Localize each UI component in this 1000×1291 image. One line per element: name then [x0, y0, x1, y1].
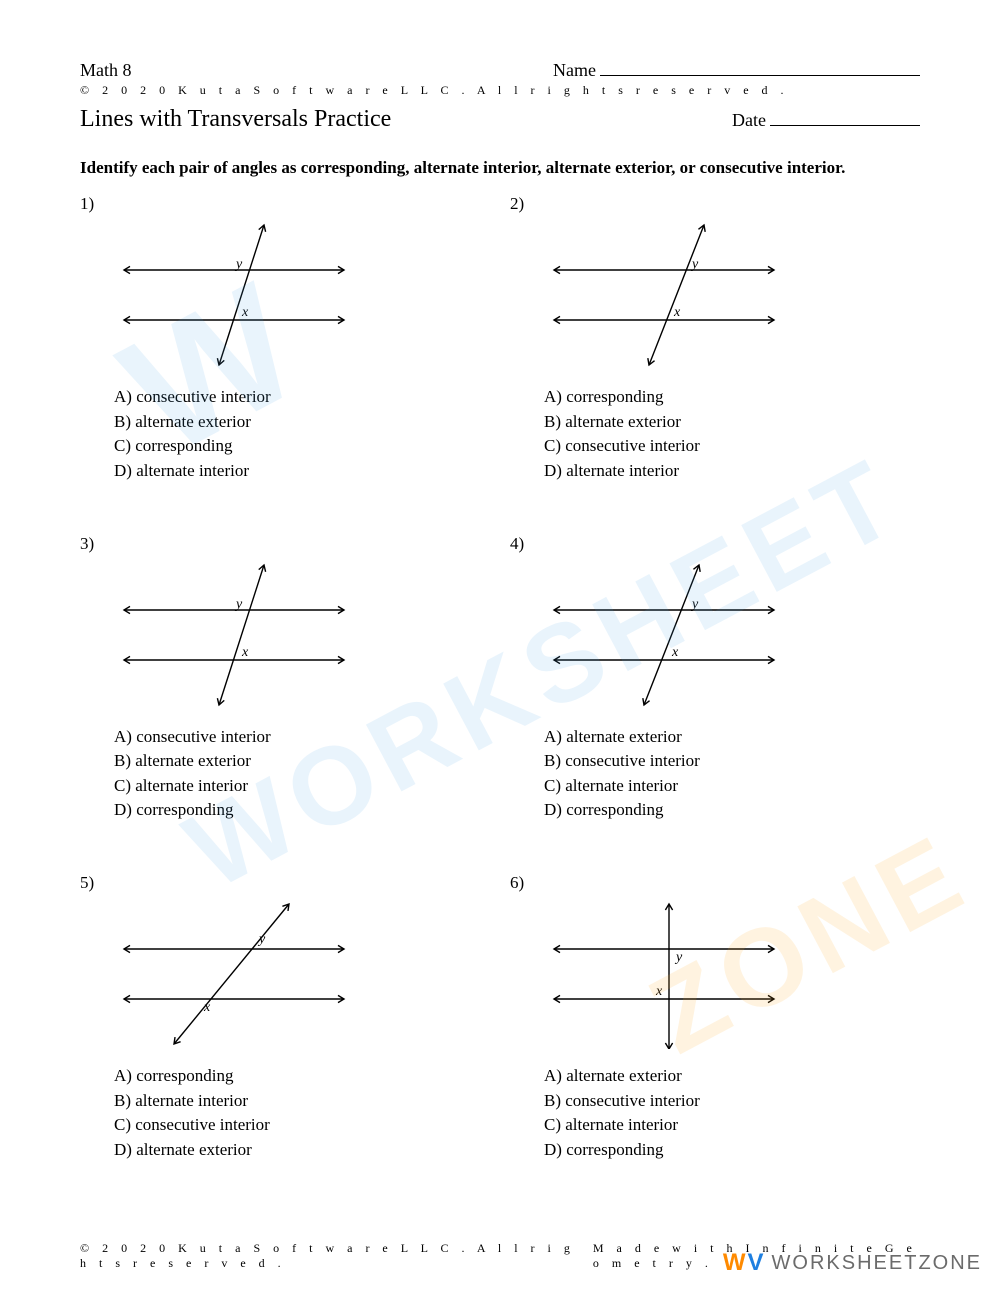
- answer-option[interactable]: A) corresponding: [114, 1064, 490, 1089]
- answer-option[interactable]: A) corresponding: [544, 385, 920, 410]
- angle-diagram: yx: [114, 560, 490, 715]
- problem: 1)yxA) consecutive interiorB) alternate …: [80, 194, 490, 484]
- svg-text:y: y: [690, 257, 699, 272]
- answer-option[interactable]: D) alternate interior: [114, 459, 490, 484]
- answer-options: A) alternate exteriorB) consecutive inte…: [544, 725, 920, 824]
- svg-text:y: y: [674, 950, 683, 965]
- svg-text:x: x: [241, 305, 249, 320]
- angle-diagram: yx: [544, 560, 920, 715]
- svg-text:y: y: [234, 257, 243, 272]
- answer-options: A) correspondingB) alternate interiorC) …: [114, 1064, 490, 1163]
- svg-text:y: y: [257, 932, 266, 947]
- brand-logo-icon: WV: [723, 1249, 766, 1277]
- answer-option[interactable]: C) consecutive interior: [544, 434, 920, 459]
- answer-option[interactable]: C) alternate interior: [544, 1113, 920, 1138]
- angle-diagram: yx: [114, 220, 490, 375]
- svg-text:x: x: [241, 645, 249, 660]
- problem-number: 1): [80, 194, 490, 214]
- answer-options: A) consecutive interiorB) alternate exte…: [114, 725, 490, 824]
- svg-text:x: x: [655, 984, 663, 999]
- title-row: Lines with Transversals Practice Date: [80, 106, 920, 133]
- problem: 2)yxA) correspondingB) alternate exterio…: [510, 194, 920, 484]
- svg-text:x: x: [673, 305, 681, 320]
- problem: 5)yxA) correspondingB) alternate interio…: [80, 873, 490, 1163]
- header-row: Math 8 Name: [80, 60, 920, 81]
- name-field: Name: [553, 60, 920, 81]
- instructions: Identify each pair of angles as correspo…: [80, 157, 920, 180]
- problem-number: 3): [80, 534, 490, 554]
- answer-option[interactable]: C) corresponding: [114, 434, 490, 459]
- brand-text: WORKSHEETZONE: [772, 1252, 982, 1275]
- worksheet-page: Math 8 Name © 2 0 2 0 K u t a S o f t w …: [0, 0, 1000, 1291]
- brand-badge: WV WORKSHEETZONE: [723, 1249, 982, 1277]
- answer-option[interactable]: B) alternate interior: [114, 1089, 490, 1114]
- answer-option[interactable]: A) alternate exterior: [544, 725, 920, 750]
- answer-option[interactable]: C) consecutive interior: [114, 1113, 490, 1138]
- problem: 6)yxA) alternate exteriorB) consecutive …: [510, 873, 920, 1163]
- answer-option[interactable]: D) corresponding: [544, 1138, 920, 1163]
- problem-number: 4): [510, 534, 920, 554]
- answer-option[interactable]: C) alternate interior: [114, 774, 490, 799]
- problem-number: 6): [510, 873, 920, 893]
- answer-options: A) correspondingB) alternate exteriorC) …: [544, 385, 920, 484]
- worksheet-title: Lines with Transversals Practice: [80, 106, 391, 133]
- svg-text:y: y: [234, 597, 243, 612]
- angle-diagram: yx: [544, 220, 920, 375]
- answer-option[interactable]: B) alternate exterior: [114, 749, 490, 774]
- copyright-line: © 2 0 2 0 K u t a S o f t w a r e L L C …: [80, 83, 920, 98]
- angle-diagram: yx: [544, 899, 920, 1054]
- name-label: Name: [553, 60, 596, 81]
- answer-option[interactable]: D) alternate exterior: [114, 1138, 490, 1163]
- problem: 4)yxA) alternate exteriorB) consecutive …: [510, 534, 920, 824]
- problem: 3)yxA) consecutive interiorB) alternate …: [80, 534, 490, 824]
- answer-option[interactable]: B) alternate exterior: [544, 410, 920, 435]
- problems-grid: 1)yxA) consecutive interiorB) alternate …: [80, 194, 920, 1163]
- svg-text:x: x: [203, 1000, 211, 1015]
- answer-option[interactable]: D) corresponding: [114, 798, 490, 823]
- answer-option[interactable]: A) alternate exterior: [544, 1064, 920, 1089]
- problem-number: 2): [510, 194, 920, 214]
- problem-number: 5): [80, 873, 490, 893]
- angle-diagram: yx: [114, 899, 490, 1054]
- course-label: Math 8: [80, 60, 132, 81]
- answer-options: A) consecutive interiorB) alternate exte…: [114, 385, 490, 484]
- answer-option[interactable]: D) alternate interior: [544, 459, 920, 484]
- answer-option[interactable]: B) alternate exterior: [114, 410, 490, 435]
- date-label: Date: [732, 110, 766, 131]
- answer-option[interactable]: C) alternate interior: [544, 774, 920, 799]
- answer-options: A) alternate exteriorB) consecutive inte…: [544, 1064, 920, 1163]
- footer-left: © 2 0 2 0 K u t a S o f t w a r e L L C …: [80, 1241, 593, 1271]
- svg-text:y: y: [690, 597, 699, 612]
- answer-option[interactable]: A) consecutive interior: [114, 725, 490, 750]
- date-field: Date: [732, 110, 920, 131]
- svg-text:x: x: [671, 645, 679, 660]
- answer-option[interactable]: B) consecutive interior: [544, 749, 920, 774]
- answer-option[interactable]: D) corresponding: [544, 798, 920, 823]
- answer-option[interactable]: A) consecutive interior: [114, 385, 490, 410]
- answer-option[interactable]: B) consecutive interior: [544, 1089, 920, 1114]
- date-blank-line[interactable]: [770, 125, 920, 126]
- name-blank-line[interactable]: [600, 75, 920, 76]
